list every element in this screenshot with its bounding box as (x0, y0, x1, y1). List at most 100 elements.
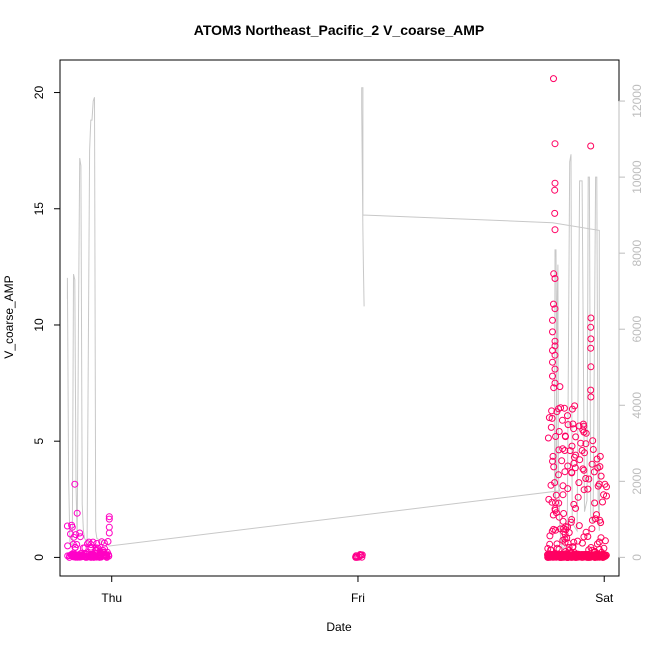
y2-tick-label: 0 (630, 554, 644, 561)
points-layer (63, 75, 610, 561)
x-axis: Thu Fri Sat (101, 575, 614, 605)
data-point (557, 404, 565, 412)
data-point (601, 537, 609, 545)
data-point (587, 393, 595, 401)
data-point (549, 316, 556, 324)
data-point (594, 482, 602, 490)
data-point (568, 469, 576, 477)
data-point (585, 475, 593, 483)
data-point (590, 468, 598, 476)
x-tick-label: Fri (351, 591, 365, 605)
data-point (549, 358, 556, 366)
data-point (576, 456, 584, 464)
data-point (69, 540, 77, 548)
y-axis: 0 5 10 15 20 (32, 86, 61, 561)
data-point (551, 337, 559, 345)
data-point (558, 457, 566, 465)
data-point (551, 140, 559, 148)
data-point (598, 551, 606, 559)
data-point (551, 379, 559, 387)
data-point (587, 386, 595, 394)
data-point (544, 553, 552, 561)
data-point (561, 447, 569, 454)
y2-tick-label: 12000 (630, 84, 644, 118)
data-point (580, 466, 588, 474)
data-point (596, 463, 604, 471)
data-point (570, 459, 578, 467)
data-point (588, 525, 596, 533)
data-point (561, 538, 569, 546)
data-point (67, 551, 75, 559)
data-point (564, 462, 572, 470)
data-point (76, 529, 84, 537)
data-point (587, 344, 595, 352)
data-point (555, 499, 563, 507)
data-point (571, 402, 579, 410)
data-point (98, 538, 106, 546)
data-point (71, 480, 79, 488)
data-point (545, 414, 553, 422)
y2-tick-label: 6000 (630, 316, 644, 343)
data-point (600, 544, 608, 552)
data-point (575, 422, 583, 430)
data-point (558, 416, 566, 424)
chart-title: ATOM3 Northeast_Pacific_2 V_coarse_AMP (194, 22, 485, 38)
data-point (582, 440, 590, 448)
data-point (582, 528, 590, 536)
data-point (94, 544, 102, 552)
data-point (579, 465, 587, 473)
data-point (551, 186, 559, 194)
data-point (587, 142, 595, 150)
data-point (570, 425, 578, 433)
data-point (550, 75, 557, 83)
data-point (587, 335, 595, 343)
data-point (550, 270, 558, 278)
y-tick-label: 10 (32, 318, 46, 332)
data-point (599, 498, 606, 506)
data-point (564, 552, 572, 560)
data-point (80, 553, 87, 560)
data-point (72, 531, 80, 539)
data-point (356, 552, 364, 559)
data-point (585, 553, 593, 561)
x-axis-label: Date (326, 620, 352, 634)
data-point (560, 510, 568, 517)
data-point (71, 552, 79, 560)
data-point (603, 492, 610, 500)
data-point (603, 483, 610, 491)
data-point (559, 491, 567, 499)
data-point (568, 442, 576, 450)
data-point (104, 538, 112, 545)
data-point (558, 550, 566, 558)
data-point (593, 511, 600, 519)
data-point (551, 226, 559, 234)
data-point (92, 546, 100, 554)
secondary-series-line (66, 87, 600, 552)
data-point (588, 460, 596, 468)
data-point (555, 428, 563, 435)
data-point (559, 517, 567, 525)
data-point (560, 528, 568, 536)
data-point (572, 504, 580, 512)
data-point (575, 522, 583, 530)
data-point (560, 404, 568, 412)
data-point (105, 523, 113, 531)
y-tick-label: 15 (32, 202, 46, 216)
data-point (561, 468, 569, 476)
data-point (587, 323, 595, 331)
data-point (352, 552, 360, 560)
data-point (555, 471, 562, 479)
data-point (591, 499, 599, 507)
data-point (566, 447, 574, 455)
data-point (575, 479, 583, 487)
data-point (68, 523, 76, 531)
data-point (559, 445, 567, 453)
data-point (589, 446, 597, 453)
data-point (564, 421, 572, 429)
data-point (81, 544, 89, 552)
data-point (96, 553, 104, 561)
data-point (63, 522, 71, 530)
data-point (582, 475, 590, 482)
data-point (589, 437, 597, 445)
x-tick-label: Thu (101, 591, 122, 605)
